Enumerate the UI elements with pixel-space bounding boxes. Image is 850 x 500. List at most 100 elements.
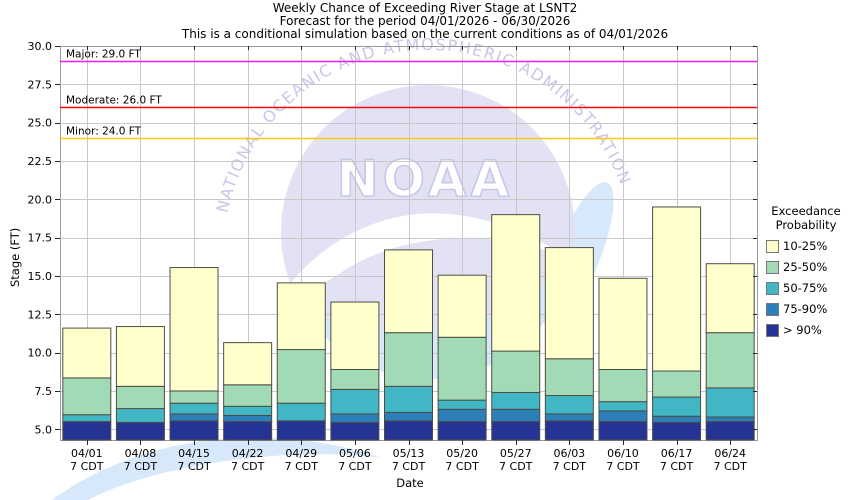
- legend-label: 50-75%: [783, 281, 828, 295]
- bar-segment: [223, 405, 273, 416]
- y-tick-label: 12.5: [28, 308, 53, 321]
- x-tick-label-date: 04/15: [178, 447, 210, 460]
- bar-segment: [544, 358, 594, 397]
- noaa-logo-text: NOAA: [337, 150, 513, 208]
- x-tick-label-date: 04/29: [285, 447, 317, 460]
- watermark-wave: [52, 437, 382, 500]
- x-tick-label-date: 05/13: [393, 447, 425, 460]
- legend-swatch: [766, 323, 779, 337]
- x-tick-label-time: 7 CDT: [660, 460, 694, 473]
- legend-swatch: [766, 260, 779, 274]
- threshold-label: Moderate: 26.0 FT: [66, 95, 162, 107]
- bar-segment: [437, 408, 487, 423]
- bar-segment: [652, 421, 702, 441]
- legend-item: 50-75%: [766, 281, 850, 295]
- legend-label: > 90%: [783, 323, 822, 337]
- bar-segment: [276, 402, 326, 422]
- bar-segment: [330, 368, 380, 390]
- bar-segment: [276, 420, 326, 441]
- bar-segment: [384, 332, 433, 387]
- x-tick-label-time: 7 CDT: [338, 460, 372, 473]
- bar-segment: [491, 391, 541, 410]
- y-tick-label: 25.0: [28, 117, 53, 130]
- x-tick-label-time: 7 CDT: [499, 460, 533, 473]
- bar-segment: [491, 421, 541, 441]
- bar-segment: [330, 388, 380, 415]
- x-tick-label-date: 06/10: [607, 447, 639, 460]
- x-tick-label-date: 05/20: [446, 447, 478, 460]
- legend: Exceedance Probability 10-25% 25-50% 50-75…: [762, 204, 850, 337]
- bar-segment: [115, 421, 165, 441]
- y-tick-label: 15.0: [28, 270, 53, 283]
- bar-segment: [598, 421, 648, 441]
- x-tick-label-date: 06/17: [661, 447, 693, 460]
- bar-segment: [169, 402, 219, 415]
- x-tick-label-time: 7 CDT: [714, 460, 748, 473]
- bar-segment: [223, 342, 273, 386]
- chart-subtitle-conditions: This is a conditional simulation based o…: [181, 27, 669, 41]
- legend-item: 25-50%: [766, 260, 850, 274]
- bar-segment: [491, 408, 541, 423]
- y-tick-label: 27.5: [28, 78, 53, 91]
- x-tick-label-date: 04/01: [71, 447, 103, 460]
- y-tick-label: 17.5: [28, 232, 53, 245]
- legend-label: 10-25%: [783, 239, 828, 253]
- bar-segment: [437, 336, 487, 401]
- x-tick-label-date: 05/27: [500, 447, 532, 460]
- y-tick-label: 10.0: [28, 347, 53, 360]
- x-tick-label-time: 7 CDT: [124, 460, 158, 473]
- bar-segment: [705, 421, 755, 441]
- bar-segment: [330, 301, 380, 370]
- bar-segment: [169, 413, 219, 422]
- y-tick-label: 7.5: [35, 385, 53, 398]
- y-axis-label: Stage (FT): [8, 227, 22, 287]
- x-tick-label-time: 7 CDT: [392, 460, 426, 473]
- x-tick-label-time: 7 CDT: [231, 460, 265, 473]
- bar-segment: [223, 421, 273, 441]
- bar-segment: [544, 413, 594, 422]
- bar-segment: [276, 282, 326, 351]
- chart-title: Weekly Chance of Exceeding River Stage a…: [272, 1, 578, 15]
- legend-item: > 90%: [766, 323, 850, 337]
- bar-segment: [652, 396, 702, 417]
- bar-segment: [384, 420, 433, 441]
- axis-ticks: [55, 46, 757, 445]
- bar-segment: [384, 249, 433, 334]
- y-tick-label: 5.0: [35, 423, 53, 436]
- bar-segment: [705, 387, 755, 418]
- legend-swatch: [766, 281, 779, 295]
- bar-segment: [223, 414, 273, 423]
- bar-segment: [62, 327, 112, 379]
- bar-segment: [276, 349, 326, 404]
- bar-segment: [598, 368, 648, 403]
- bar-segment: [384, 411, 433, 422]
- legend-item: 75-90%: [766, 302, 850, 316]
- bar-segment: [115, 326, 165, 387]
- x-tick-label-time: 7 CDT: [553, 460, 587, 473]
- bar-segment: [544, 247, 594, 360]
- bar-segment: [169, 267, 219, 392]
- bar-segment: [544, 420, 594, 441]
- legend-swatch: [766, 239, 779, 253]
- bar-segment: [115, 385, 165, 410]
- bar-segment: [491, 350, 541, 393]
- x-tick-label-date: 06/24: [714, 447, 746, 460]
- y-tick-label: 22.5: [28, 155, 53, 168]
- legend-title-line2: Probability: [775, 218, 837, 232]
- bar-segment: [652, 415, 702, 423]
- chart-subtitle-period: Forecast for the period 04/01/2026 - 06/…: [279, 14, 571, 28]
- bar-segment: [115, 408, 165, 423]
- legend-swatch: [766, 302, 779, 316]
- bar-segment: [62, 421, 112, 441]
- x-tick-label-date: 06/03: [553, 447, 585, 460]
- y-tick-label: 30.0: [28, 40, 53, 53]
- x-tick-label-time: 7 CDT: [70, 460, 104, 473]
- x-axis-label: Date: [396, 476, 424, 490]
- bars: [62, 206, 755, 441]
- bar-segment: [652, 370, 702, 398]
- bar-segment: [169, 420, 219, 441]
- x-tick-label-date: 04/22: [232, 447, 264, 460]
- bar-segment: [384, 385, 433, 413]
- x-tick-label-time: 7 CDT: [606, 460, 640, 473]
